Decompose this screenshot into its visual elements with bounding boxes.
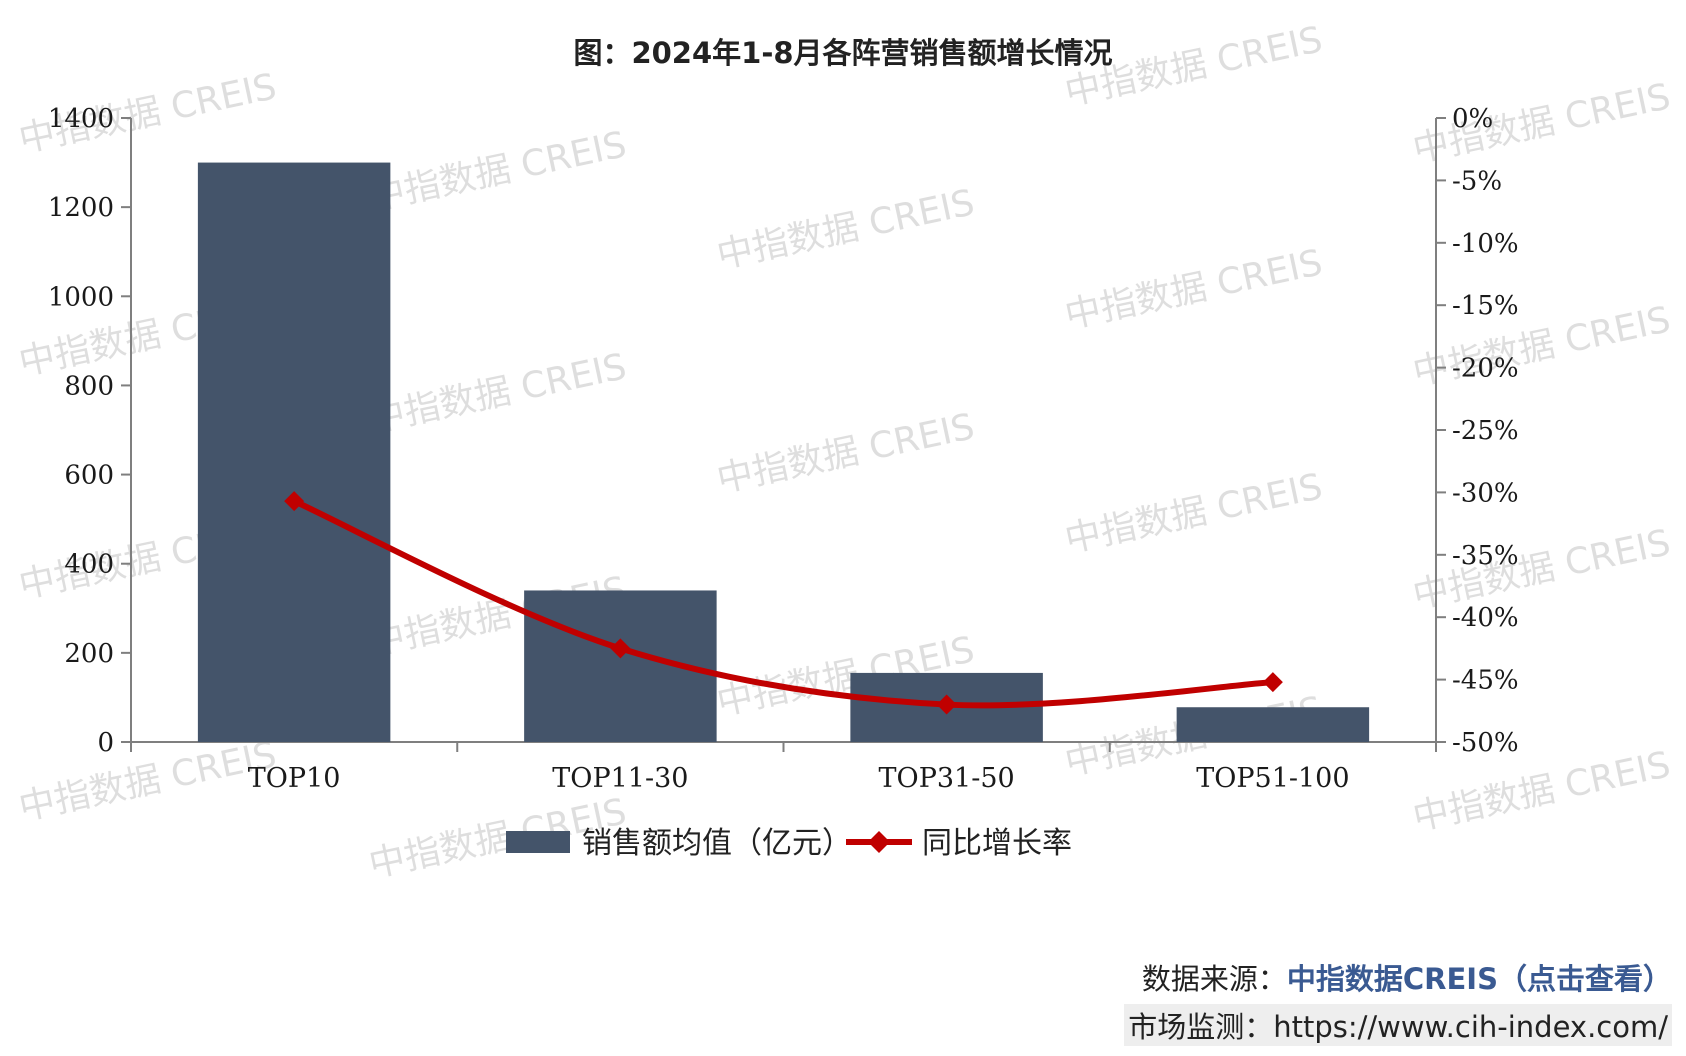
category-label: TOP31-50 — [879, 763, 1015, 794]
line-series — [284, 491, 1283, 715]
chart-axes: 0 200 400 600 800 1000 1200 1400 0% -5% -10% -15% -2… — [48, 104, 1519, 794]
watermark: 中指数据 CREIS — [1409, 76, 1674, 171]
data-source: 数据来源：中指数据CREIS（点击查看） — [1142, 956, 1672, 998]
legend-line-label: 同比增长率 — [922, 826, 1072, 861]
left-tick-label: 1400 — [48, 104, 114, 134]
market-monitor: 市场监测：https://www.cih-index.com/ — [1124, 1004, 1672, 1046]
market-url[interactable]: https://www.cih-index.com/ — [1273, 1010, 1668, 1044]
watermark: 中指数据 CREIS — [365, 124, 630, 219]
growth-rate-line — [292, 498, 1274, 709]
left-tick-label: 200 — [64, 639, 114, 669]
watermark: 中指数据 CREIS — [1409, 299, 1674, 394]
legend-bar-swatch — [506, 831, 570, 853]
source-label: 数据来源： — [1141, 962, 1287, 996]
left-tick-label: 1000 — [48, 282, 114, 312]
right-tick-label: -20% — [1452, 354, 1519, 384]
watermark: 中指数据 CREIS — [1409, 522, 1674, 617]
right-tick-label: -40% — [1452, 603, 1519, 633]
right-tick-label: -10% — [1452, 229, 1519, 259]
right-tick-label: -45% — [1452, 666, 1519, 696]
right-tick-label: -5% — [1452, 166, 1502, 196]
right-tick-label: -35% — [1452, 541, 1519, 571]
watermark: 中指数据 CREIS — [1061, 466, 1326, 561]
line-point — [610, 638, 631, 659]
right-tick-label: -15% — [1452, 291, 1519, 321]
watermark: 中指数据 CREIS — [1061, 242, 1326, 337]
bar — [1176, 707, 1370, 742]
watermark: 中指数据 CREIS — [1061, 19, 1326, 114]
legend-line-marker — [868, 831, 890, 853]
bar — [197, 162, 391, 743]
watermark: 中指数据 CREIS — [365, 346, 630, 441]
chart-title: 图：2024年1-8月各阵营销售额增长情况 — [573, 36, 1113, 70]
left-tick-label: 1200 — [48, 193, 114, 223]
right-tick-label: -30% — [1452, 478, 1519, 508]
category-label: TOP11-30 — [552, 763, 688, 794]
view-link[interactable]: （点击查看） — [1497, 962, 1672, 996]
line-point — [284, 491, 305, 512]
source-brand: 中指数据CREIS — [1286, 962, 1498, 996]
right-tick-label: -25% — [1452, 416, 1519, 446]
watermark: 中指数据 CREIS — [713, 182, 978, 277]
watermark: 中指数据 CREIS — [1409, 744, 1674, 839]
line-point — [1262, 672, 1283, 693]
left-tick-label: 400 — [64, 550, 114, 580]
category-label: TOP10 — [248, 763, 341, 794]
legend-bar-label: 销售额均值（亿元） — [582, 826, 852, 861]
chart-legend: 销售额均值（亿元） 同比增长率 — [506, 826, 1072, 861]
right-tick-label: 0% — [1452, 104, 1493, 134]
left-tick-label: 600 — [64, 461, 114, 491]
line-point — [936, 694, 957, 715]
right-tick-label: -50% — [1452, 728, 1519, 758]
category-label: TOP51-100 — [1196, 763, 1349, 794]
watermark: 中指数据 CREIS — [713, 406, 978, 501]
left-tick-label: 0 — [97, 728, 114, 758]
left-tick-label: 800 — [64, 371, 114, 401]
market-label: 市场监测： — [1128, 1010, 1274, 1044]
watermark: 中指数据 CREIS — [15, 734, 280, 829]
